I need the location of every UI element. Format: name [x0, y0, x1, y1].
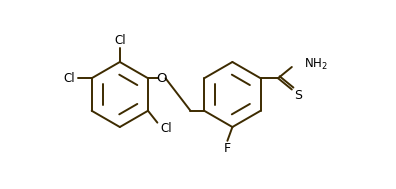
Text: O: O	[156, 72, 167, 85]
Text: Cl: Cl	[63, 72, 75, 85]
Text: F: F	[224, 142, 231, 155]
Text: Cl: Cl	[114, 34, 126, 47]
Text: NH$_2$: NH$_2$	[304, 57, 327, 72]
Text: S: S	[294, 89, 302, 102]
Text: Cl: Cl	[160, 122, 172, 135]
